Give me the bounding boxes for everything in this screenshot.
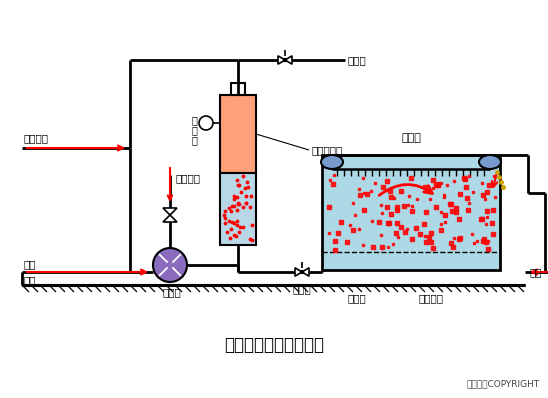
Point [232, 207, 241, 214]
Point [236, 224, 244, 230]
Point [232, 233, 241, 239]
Text: 空气进入: 空气进入 [24, 133, 49, 143]
Point [235, 201, 243, 207]
Polygon shape [163, 215, 177, 222]
Point [229, 203, 238, 210]
Bar [220, 95, 256, 173]
Text: 压: 压 [191, 115, 197, 125]
Point [233, 201, 242, 207]
Point [241, 193, 250, 199]
Polygon shape [295, 268, 302, 276]
Point [242, 200, 251, 207]
Point [225, 205, 233, 211]
Circle shape [283, 59, 287, 62]
Point [226, 235, 235, 242]
Text: 压力溶气罐: 压力溶气罐 [311, 145, 342, 155]
Text: 集水系统: 集水系统 [419, 293, 443, 303]
Point [247, 193, 255, 199]
Polygon shape [163, 208, 177, 215]
Text: 力: 力 [191, 125, 197, 135]
Ellipse shape [479, 155, 501, 169]
Point [233, 194, 242, 201]
Circle shape [199, 116, 213, 130]
Point [233, 182, 242, 188]
Point [225, 218, 234, 224]
Text: 表: 表 [191, 135, 197, 145]
Bar [231, 83, 245, 95]
Text: 部分溶气气浮工艺流程: 部分溶气气浮工艺流程 [224, 336, 324, 354]
Point [246, 204, 255, 211]
Point [238, 224, 247, 230]
Text: 加压泵: 加压泵 [163, 287, 181, 297]
Bar [220, 173, 256, 245]
Text: 东方仿真COPYRIGHT: 东方仿真COPYRIGHT [467, 379, 540, 388]
Point [232, 217, 241, 224]
Point [235, 229, 244, 235]
Point [221, 207, 230, 214]
Circle shape [153, 248, 187, 282]
Point [230, 195, 238, 202]
Polygon shape [278, 56, 285, 64]
Text: 原水: 原水 [24, 259, 37, 269]
Point [230, 220, 239, 226]
Point [233, 200, 242, 207]
Point [228, 203, 237, 209]
Text: 出水: 出水 [529, 267, 541, 277]
Text: 气浮池: 气浮池 [547, 169, 548, 179]
Point [244, 184, 253, 190]
Point [239, 203, 248, 210]
Text: 气浮池: 气浮池 [347, 293, 367, 303]
Polygon shape [302, 268, 309, 276]
Point [221, 220, 230, 226]
Text: 刮渣机: 刮渣机 [401, 133, 421, 143]
Point [237, 188, 246, 195]
Bar [322, 155, 500, 270]
Point [233, 222, 242, 228]
Text: 放气阀: 放气阀 [347, 55, 366, 65]
Point [222, 228, 231, 235]
Point [246, 236, 255, 242]
Point [219, 212, 228, 218]
Text: 化学药剂: 化学药剂 [175, 173, 200, 183]
Point [248, 222, 256, 228]
Ellipse shape [321, 155, 343, 169]
Point [221, 215, 230, 221]
Text: 减压阀: 减压阀 [293, 284, 311, 294]
Text: 进入: 进入 [24, 275, 37, 285]
Point [230, 231, 238, 238]
Point [227, 219, 236, 225]
Point [232, 176, 241, 183]
Point [243, 179, 252, 185]
Point [247, 236, 256, 243]
Point [241, 185, 249, 191]
Polygon shape [285, 56, 292, 64]
Point [227, 207, 236, 214]
Point [230, 193, 238, 199]
Point [239, 173, 248, 179]
Point [227, 225, 236, 232]
Circle shape [300, 271, 304, 273]
Point [242, 200, 250, 207]
Point [235, 181, 243, 188]
